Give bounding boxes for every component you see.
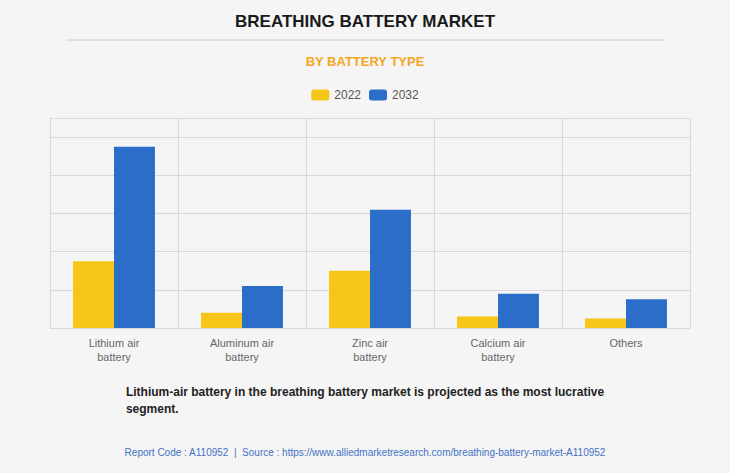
svg-text:2022: 2022 — [334, 88, 361, 102]
svg-text:battery: battery — [225, 351, 259, 363]
svg-text:Lithium-air battery in the bre: Lithium-air battery in the breathing bat… — [126, 385, 604, 399]
svg-text:BREATHING BATTERY MARKET: BREATHING BATTERY MARKET — [235, 12, 496, 31]
svg-text:BY BATTERY TYPE: BY BATTERY TYPE — [306, 54, 425, 69]
svg-text:Calcium air: Calcium air — [470, 337, 525, 349]
svg-text:battery: battery — [97, 351, 131, 363]
svg-text:Report Code : A110952 | Sour: Report Code : A110952 | Source : https:/… — [125, 447, 606, 458]
svg-text:segment.: segment. — [126, 402, 179, 416]
svg-text:Others: Others — [609, 337, 643, 349]
svg-text:battery: battery — [353, 351, 387, 363]
svg-text:Aluminum air: Aluminum air — [210, 337, 275, 349]
svg-text:battery: battery — [481, 351, 515, 363]
svg-text:2032: 2032 — [392, 88, 419, 102]
svg-text:Zinc air: Zinc air — [352, 337, 388, 349]
svg-text:Lithium air: Lithium air — [89, 337, 140, 349]
